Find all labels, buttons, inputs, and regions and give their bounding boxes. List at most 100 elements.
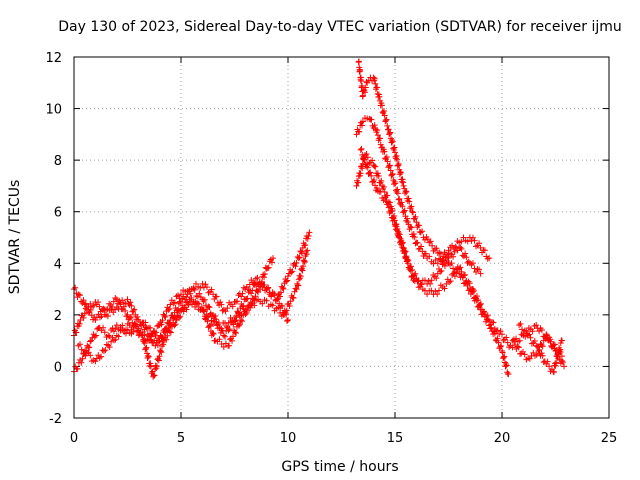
data-point	[431, 246, 438, 253]
data-point	[457, 264, 464, 271]
data-point	[399, 239, 406, 246]
data-point	[264, 265, 271, 272]
data-point	[379, 109, 386, 116]
data-point	[389, 138, 396, 145]
data-point	[386, 130, 393, 137]
data-point	[239, 290, 246, 297]
data-point	[382, 117, 389, 124]
data-point	[494, 327, 501, 334]
data-point	[409, 209, 416, 216]
data-point	[394, 186, 401, 193]
data-point	[394, 225, 401, 232]
data-point	[141, 340, 148, 347]
data-point	[158, 321, 165, 328]
data-point	[408, 224, 415, 231]
chart-title: Day 130 of 2023, Sidereal Day-to-day VTE…	[58, 19, 622, 35]
data-point	[359, 92, 366, 99]
data-point	[117, 299, 124, 306]
y-tick-label: 10	[45, 103, 62, 118]
data-point	[411, 234, 418, 241]
data-point	[153, 363, 160, 370]
data-point	[122, 307, 129, 314]
data-point	[536, 328, 543, 335]
data-point	[414, 278, 421, 285]
data-point	[86, 344, 93, 351]
data-point	[98, 353, 105, 360]
data-point	[191, 286, 198, 293]
data-point	[235, 309, 242, 316]
x-tick-label: 0	[70, 431, 78, 446]
data-point	[95, 299, 102, 306]
data-point	[539, 343, 546, 350]
data-point	[274, 296, 281, 303]
data-point	[247, 304, 254, 311]
data-point	[300, 263, 307, 270]
data-point	[499, 347, 505, 354]
data-point	[261, 270, 268, 277]
data-point	[90, 302, 97, 309]
data-point	[176, 314, 183, 321]
data-point	[288, 269, 295, 276]
data-point	[113, 322, 120, 329]
data-point	[278, 302, 285, 309]
data-point	[298, 250, 305, 257]
data-point	[489, 318, 496, 325]
data-point	[244, 295, 251, 302]
data-point	[255, 289, 262, 296]
data-point	[271, 292, 278, 299]
data-point	[399, 203, 406, 210]
data-point	[413, 219, 420, 226]
data-point	[254, 287, 261, 294]
series-track-b	[71, 247, 311, 375]
data-point	[424, 291, 431, 298]
data-point	[205, 303, 212, 310]
data-point	[171, 299, 178, 306]
data-point	[287, 298, 294, 305]
data-point	[357, 146, 364, 153]
data-point	[235, 322, 242, 329]
data-point	[259, 300, 266, 307]
data-point	[355, 58, 362, 65]
data-point	[371, 122, 378, 129]
data-point	[284, 318, 291, 325]
data-point	[521, 351, 528, 358]
data-point	[407, 263, 414, 270]
plot-frame	[73, 56, 610, 419]
data-point	[95, 311, 102, 318]
data-point	[533, 322, 540, 329]
data-point	[161, 312, 168, 319]
x-tick-label: 20	[494, 431, 511, 446]
data-point	[292, 285, 299, 292]
data-point	[362, 84, 369, 91]
data-point	[128, 302, 135, 309]
data-point	[104, 306, 111, 313]
data-point	[396, 231, 403, 238]
data-point	[194, 293, 201, 300]
data-point	[76, 341, 83, 348]
data-point	[357, 67, 364, 74]
data-point	[230, 333, 237, 340]
data-point	[184, 291, 191, 298]
data-point	[373, 184, 380, 191]
data-point	[96, 354, 103, 361]
data-point	[239, 303, 246, 310]
data-point	[87, 352, 94, 359]
data-point	[295, 282, 302, 289]
data-point	[304, 235, 311, 242]
y-tick-label: 6	[54, 206, 62, 221]
data-point	[78, 359, 85, 366]
data-point	[392, 180, 399, 187]
data-point	[397, 235, 404, 242]
data-point	[231, 329, 238, 336]
data-point	[457, 244, 464, 251]
data-point	[251, 282, 258, 289]
data-point	[93, 355, 100, 362]
data-point	[104, 313, 111, 320]
data-point	[497, 343, 504, 350]
data-point	[200, 298, 207, 305]
data-point	[395, 162, 402, 169]
data-point	[293, 286, 300, 293]
data-point	[165, 306, 172, 313]
data-point	[178, 298, 184, 305]
